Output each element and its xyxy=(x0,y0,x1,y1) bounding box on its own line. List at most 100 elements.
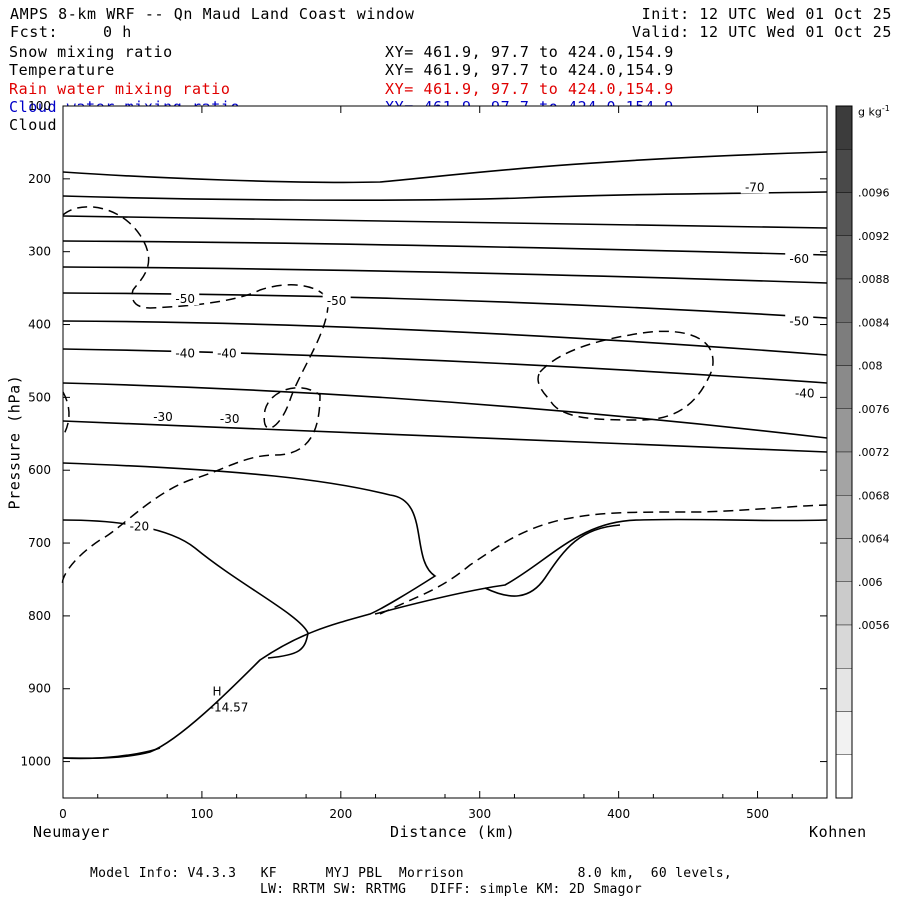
field-section-coords: XY= 461.9, 97.7 to 424.0,154.9 xyxy=(385,79,674,98)
init-time: Init: 12 UTC Wed 01 Oct 25 xyxy=(641,5,892,23)
colorbar-tick-label: .0064 xyxy=(858,533,890,546)
y-tick-label: 800 xyxy=(28,609,51,623)
colorbar-tick-label: .006 xyxy=(858,576,883,589)
field-name: Snow mixing ratio xyxy=(9,43,173,61)
colorbar-bin xyxy=(835,365,853,409)
temperature-contour xyxy=(62,462,437,760)
temperature-contour xyxy=(62,191,828,201)
temperature-contour-label: -40 xyxy=(175,347,195,361)
colorbar-bin xyxy=(835,408,853,453)
temperature-contour xyxy=(62,420,828,453)
colorbar-bin xyxy=(835,278,853,323)
forecast-hour: 0 h xyxy=(103,23,132,41)
x-right-station-label: Kohnen xyxy=(809,823,867,841)
colorbar-tick-label: .0056 xyxy=(858,619,890,632)
colorbar-frame xyxy=(835,105,853,799)
temperature-contour-label: -40 xyxy=(795,387,815,401)
colorbar-bin xyxy=(835,105,853,150)
temperature-contour xyxy=(62,348,828,384)
colorbar-bin xyxy=(835,624,853,669)
model-info-line1: Model Info: V4.3.3 KF MYJ PBL Morrison 8… xyxy=(90,866,733,881)
temperature-contour-label: -60 xyxy=(789,252,809,266)
colorbar-tick-label: .0084 xyxy=(858,316,890,329)
colorbar-bin xyxy=(835,192,853,236)
y-tick-label: 1000 xyxy=(20,755,51,769)
colorbar-tick-label: .0092 xyxy=(858,230,890,243)
temperature-contour-label: -30 xyxy=(153,410,173,424)
colorbar-bin xyxy=(835,754,853,799)
x-axis-label: Distance (km) xyxy=(390,823,516,841)
colorbar-tick-label: .0096 xyxy=(858,187,890,200)
x-tick-label: 400 xyxy=(607,807,630,821)
x-left-station-label: Neumayer xyxy=(33,823,111,841)
temperature-contour xyxy=(62,151,828,184)
y-tick-label: 200 xyxy=(28,172,51,186)
temperature-contour-label: -30 xyxy=(220,412,240,426)
colorbar-bin xyxy=(835,495,853,539)
field-name: Temperature xyxy=(9,61,115,80)
contour-label-bg xyxy=(171,291,200,306)
x-tick-label: 200 xyxy=(329,807,352,821)
colorbar-tick-label: .008 xyxy=(858,360,883,373)
y-axis-label: Pressure (hPa) xyxy=(5,374,24,510)
temperature-contour xyxy=(374,518,828,615)
colorbar-tick-label: .0072 xyxy=(858,446,890,459)
contour-label-bg xyxy=(740,179,769,194)
colorbar-tick-label: .0068 xyxy=(858,489,890,502)
contour-label-bg xyxy=(785,250,814,265)
chart-title: AMPS 8-km WRF -- Qn Maud Land Coast wind… xyxy=(10,5,415,23)
temperature-contour xyxy=(62,320,828,356)
contour-label-bg xyxy=(785,313,814,328)
y-tick-label: 300 xyxy=(28,245,51,259)
high-marker-symbol: H xyxy=(213,684,222,698)
x-tick-label: 100 xyxy=(190,807,213,821)
temperature-contour xyxy=(62,382,828,439)
colorbar-bin xyxy=(835,235,853,280)
temperature-contour-label: -50 xyxy=(327,294,347,308)
colorbar-bin xyxy=(835,451,853,496)
contour-label-bg xyxy=(125,518,154,533)
high-marker-value: -14.57 xyxy=(210,700,249,714)
contour-label-bg xyxy=(790,385,819,400)
valid-time: Valid: 12 UTC Wed 01 Oct 25 xyxy=(631,23,892,41)
temperature-contour-label: -70 xyxy=(745,181,765,195)
colorbar-unit: g kg-1 xyxy=(858,104,890,119)
temperature-contour-label: -20 xyxy=(130,519,150,533)
temperature-contour-label: -50 xyxy=(789,315,809,329)
contour-label-bg xyxy=(212,345,241,360)
temperature-contour-label: -50 xyxy=(175,292,195,306)
plot-frame xyxy=(62,105,828,799)
x-tick-label: 500 xyxy=(746,807,769,821)
temperature-contour xyxy=(62,292,828,319)
contour-label-bg xyxy=(171,345,200,360)
colorbar-bin xyxy=(835,581,853,626)
cloud-ice-contour xyxy=(62,391,70,437)
temperature-contour xyxy=(484,524,621,597)
x-tick-label: 0 xyxy=(59,807,67,821)
terrain-line xyxy=(62,747,161,760)
colorbar-bin xyxy=(835,538,853,582)
temperature-contour xyxy=(62,215,828,229)
y-tick-label: 400 xyxy=(28,318,51,332)
cloud-ice-contour xyxy=(537,330,714,421)
cloud-ice-contour xyxy=(61,206,329,586)
temperature-contour xyxy=(62,240,828,256)
y-tick-label: 700 xyxy=(28,536,51,550)
y-tick-label: 600 xyxy=(28,463,51,477)
x-tick-label: 300 xyxy=(468,807,491,821)
temperature-contour-label: -40 xyxy=(217,347,237,361)
forecast-label: Fcst: xyxy=(10,23,59,41)
model-info-line2: LW: RRTM SW: RRTMG DIFF: simple KM: 2D S… xyxy=(260,882,642,897)
colorbar-tick-label: .0076 xyxy=(858,403,890,416)
field-section-coords: XY= 461.9, 97.7 to 424.0,154.9 xyxy=(385,61,674,80)
colorbar-bin xyxy=(835,668,853,712)
contour-label-bg xyxy=(215,411,244,426)
colorbar-bin xyxy=(835,322,853,366)
field-section-coords: XY= 461.9, 97.7 to 424.0,154.9 xyxy=(385,43,674,61)
temperature-contour xyxy=(62,266,828,284)
colorbar-tick-label: .0088 xyxy=(858,273,890,286)
colorbar-bin xyxy=(835,711,853,755)
contour-label-bg xyxy=(322,293,351,308)
y-tick-label: 900 xyxy=(28,682,51,696)
